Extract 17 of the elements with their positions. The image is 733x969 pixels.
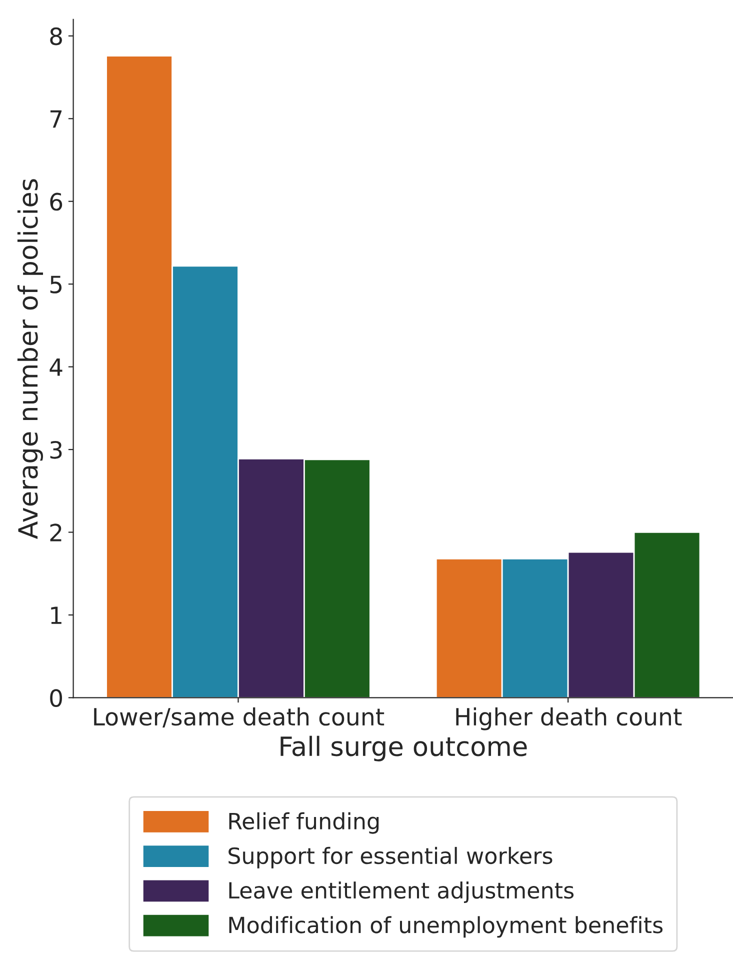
legend-label: Support for essential workers — [228, 846, 552, 868]
legend-label: Relief funding — [229, 812, 379, 834]
y-tick-label: 7 — [50, 110, 62, 128]
x-tick-label: Higher death count — [456, 707, 682, 730]
y-tick-label: 1 — [51, 606, 62, 624]
legend-label: Leave entitlement adjustments — [229, 882, 574, 904]
x-tick-label: Lower/same death count — [94, 707, 384, 728]
y-axis-title: Average number of policies — [17, 179, 43, 539]
y-tick-label: 5 — [50, 276, 62, 294]
y-tick-label: 6 — [50, 192, 62, 211]
y-tick-label: 2 — [50, 524, 62, 542]
y-tick-label: 0 — [50, 689, 62, 707]
y-tick-label: 4 — [50, 358, 62, 376]
y-tick-label: 8 — [50, 27, 62, 46]
y-tick-label: 3 — [50, 440, 62, 459]
legend-label: Modification of unemployment benefits — [229, 916, 663, 938]
x-axis-title: Fall surge outcome — [280, 736, 527, 762]
